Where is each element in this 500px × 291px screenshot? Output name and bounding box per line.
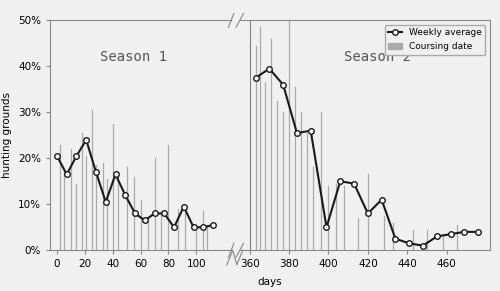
Text: Season 1: Season 1 — [100, 50, 167, 64]
Text: Season 2: Season 2 — [344, 50, 411, 64]
Legend: Weekly average, Coursing date: Weekly average, Coursing date — [384, 25, 486, 55]
Text: days: days — [258, 277, 282, 287]
Y-axis label: hunting grounds: hunting grounds — [2, 92, 12, 178]
